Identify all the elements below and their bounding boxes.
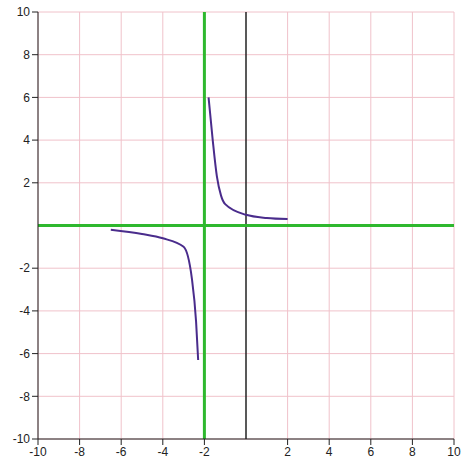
svg-text:-10: -10 (13, 432, 31, 446)
svg-text:10: 10 (447, 445, 461, 459)
svg-text:4: 4 (326, 445, 333, 459)
svg-text:4: 4 (23, 133, 30, 147)
svg-text:-4: -4 (19, 304, 30, 318)
svg-text:2: 2 (284, 445, 291, 459)
svg-text:10: 10 (17, 5, 31, 19)
svg-text:6: 6 (367, 445, 374, 459)
svg-text:-10: -10 (29, 445, 47, 459)
svg-text:8: 8 (23, 48, 30, 62)
svg-text:-2: -2 (199, 445, 210, 459)
svg-text:-2: -2 (19, 261, 30, 275)
svg-text:-6: -6 (19, 347, 30, 361)
svg-text:8: 8 (409, 445, 416, 459)
svg-text:-6: -6 (116, 445, 127, 459)
svg-text:-8: -8 (74, 445, 85, 459)
svg-text:-4: -4 (157, 445, 168, 459)
svg-text:-8: -8 (19, 390, 30, 404)
svg-text:6: 6 (23, 91, 30, 105)
svg-text:2: 2 (23, 176, 30, 190)
